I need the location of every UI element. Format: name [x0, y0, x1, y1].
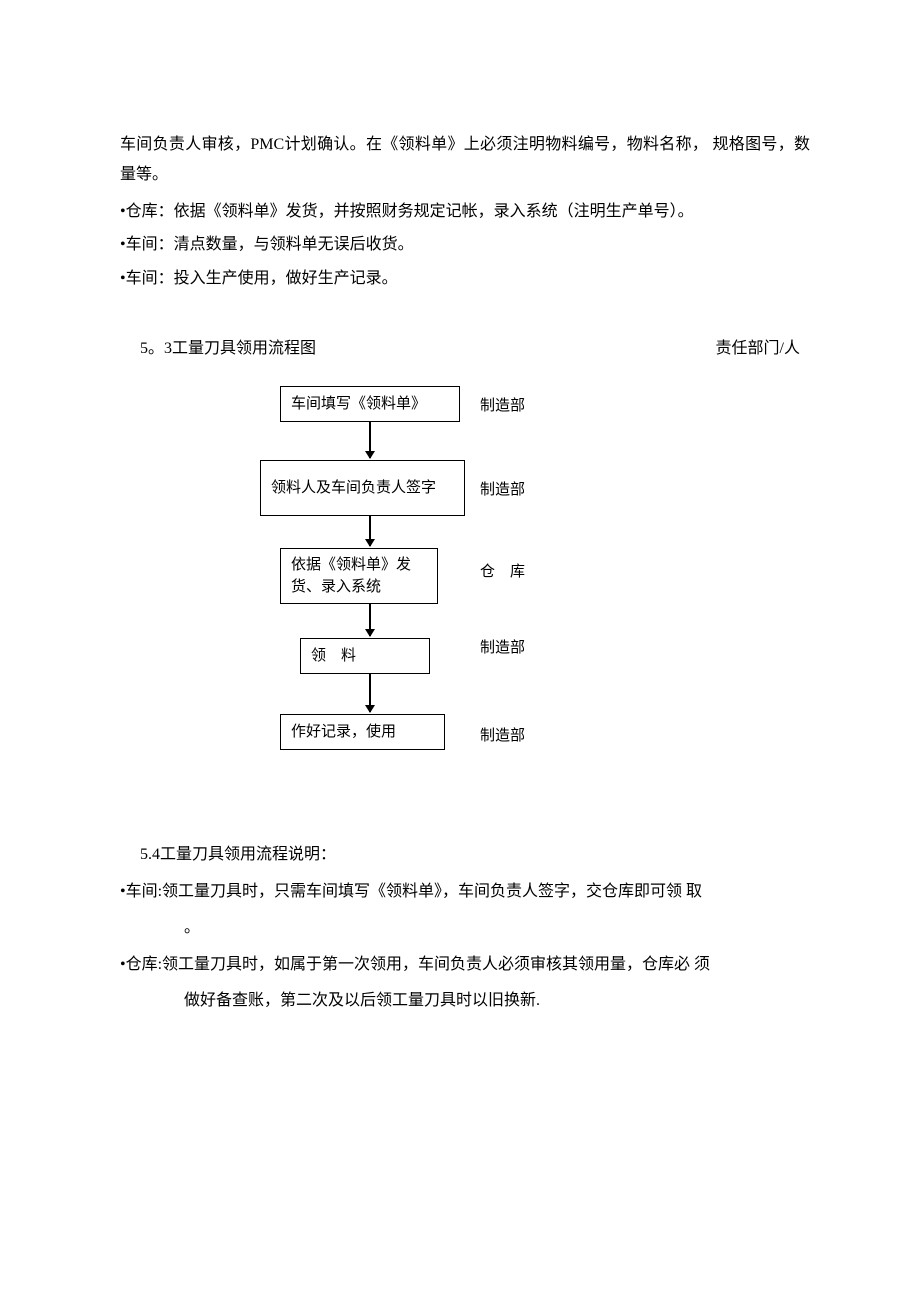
flow-node-responsibility: 制造部 [480, 476, 525, 505]
flow-node-responsibility: 制造部 [480, 722, 525, 751]
flow-node: 车间填写《领料单》 [280, 386, 460, 422]
flow-node-label: 车间填写《领料单》 [281, 387, 459, 422]
document-page: 车间负责人审核，PMC计划确认。在《领料单》上必须注明物料编号，物料名称， 规格… [0, 0, 920, 1016]
sec54-bullet-1: •车间:领工量刀具时，只需车间填写《领料单》，车间负责人签字，交仓库即可领 取 [120, 877, 810, 907]
flowchart: 车间填写《领料单》制造部领料人及车间负责人签字制造部依据《领料单》发货、录入系统… [260, 376, 680, 796]
flow-node: 依据《领料单》发货、录入系统 [280, 548, 438, 604]
intro-bullet-2: •车间：清点数量，与领料单无误后收货。 [120, 230, 810, 260]
flow-node-label: 作好记录，使用 [281, 715, 444, 750]
flow-arrow [369, 604, 371, 636]
section-5-3-header-row: 5。3工量刀具领用流程图 责任部门/人 [120, 334, 810, 364]
flow-node-responsibility: 仓 库 [480, 558, 525, 587]
flow-node-label: 领料人及车间负责人签字 [261, 471, 464, 506]
flow-node-label: 依据《领料单》发货、录入系统 [281, 548, 437, 605]
flow-node: 领 料 [300, 638, 430, 674]
flow-node: 领料人及车间负责人签字 [260, 460, 465, 516]
section-5-4-title: 5.4工量刀具领用流程说明： [120, 840, 810, 870]
sec54-bullet-1-cont: 。 [120, 913, 810, 943]
flow-node-responsibility: 制造部 [480, 392, 525, 421]
flow-node-label: 领 料 [301, 639, 429, 674]
intro-paragraph: 车间负责人审核，PMC计划确认。在《领料单》上必须注明物料编号，物料名称， 规格… [120, 130, 810, 191]
sec54-bullet-2-cont: 做好备查账，第二次及以后领工量刀具时以旧换新. [120, 986, 810, 1016]
intro-bullet-3: •车间：投入生产使用，做好生产记录。 [120, 264, 810, 294]
flow-arrow [369, 422, 371, 458]
flow-arrow [369, 516, 371, 546]
flow-arrow [369, 674, 371, 712]
responsibility-header: 责任部门/人 [716, 334, 810, 364]
sec54-bullet-2: •仓库:领工量刀具时，如属于第一次领用，车间负责人必须审核其领用量，仓库必 须 [120, 950, 810, 980]
intro-bullet-1: •仓库：依据《领料单》发货，并按照财务规定记帐，录入系统（注明生产单号）。 [120, 197, 810, 227]
flow-node: 作好记录，使用 [280, 714, 445, 750]
section-5-3-title: 5。3工量刀具领用流程图 [120, 334, 316, 364]
flow-node-responsibility: 制造部 [480, 634, 525, 663]
